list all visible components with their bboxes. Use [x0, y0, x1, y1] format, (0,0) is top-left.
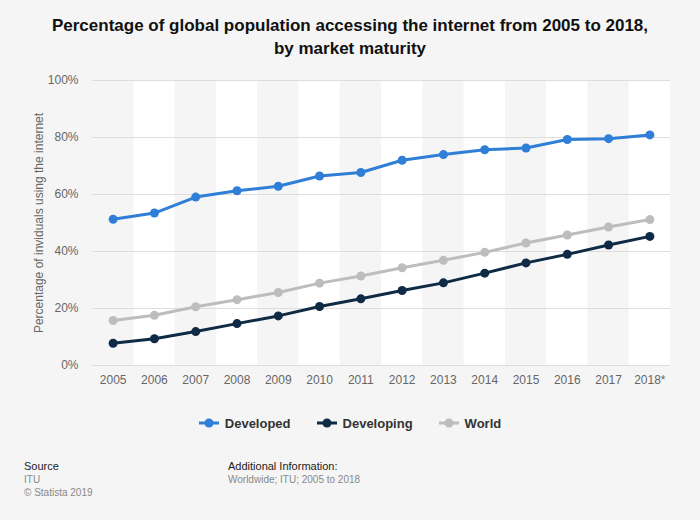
svg-text:2018*: 2018*	[634, 373, 666, 387]
svg-text:2012: 2012	[389, 373, 416, 387]
svg-text:80%: 80%	[54, 130, 78, 144]
svg-text:2006: 2006	[141, 373, 168, 387]
html-text:Worldwide; ITU; 2005 to 2018: Worldwide; ITU; 2005 to 2018	[228, 474, 361, 485]
svg-text:2009: 2009	[265, 373, 292, 387]
svg-text:0%: 0%	[61, 358, 79, 372]
html-text:ITU: ITU	[24, 474, 41, 485]
svg-text:2013: 2013	[430, 373, 457, 387]
svg-text:2014: 2014	[471, 373, 498, 387]
svg-text:100%: 100%	[48, 73, 79, 87]
svg-text:2011: 2011	[348, 373, 374, 387]
svg-text:2007: 2007	[182, 373, 209, 387]
svg-text:2017: 2017	[595, 373, 622, 387]
svg-text:2008: 2008	[224, 373, 251, 387]
svg-text:40%: 40%	[54, 244, 78, 258]
svg-text:20%: 20%	[54, 301, 78, 315]
html-text:Developing: Developing	[342, 415, 413, 431]
html-text:Source: Source	[24, 460, 59, 472]
svg-text:60%: 60%	[54, 187, 78, 201]
html-text:© Statista 2019: © Statista 2019	[24, 487, 93, 498]
html-text:Percentage of global populatio: Percentage of global population accessin…	[51, 16, 648, 58]
svg-text:2015: 2015	[513, 373, 540, 387]
html-text:World: World	[464, 415, 502, 431]
svg-text:2005: 2005	[100, 373, 127, 387]
svg-text:2010: 2010	[306, 373, 333, 387]
svg-text:Percentage of inviduals using: Percentage of inviduals using the intern…	[32, 112, 46, 333]
svg-text:2016: 2016	[554, 373, 581, 387]
html-text:Additional Information:: Additional Information:	[228, 460, 338, 472]
html-text:Developed: Developed	[224, 415, 291, 431]
